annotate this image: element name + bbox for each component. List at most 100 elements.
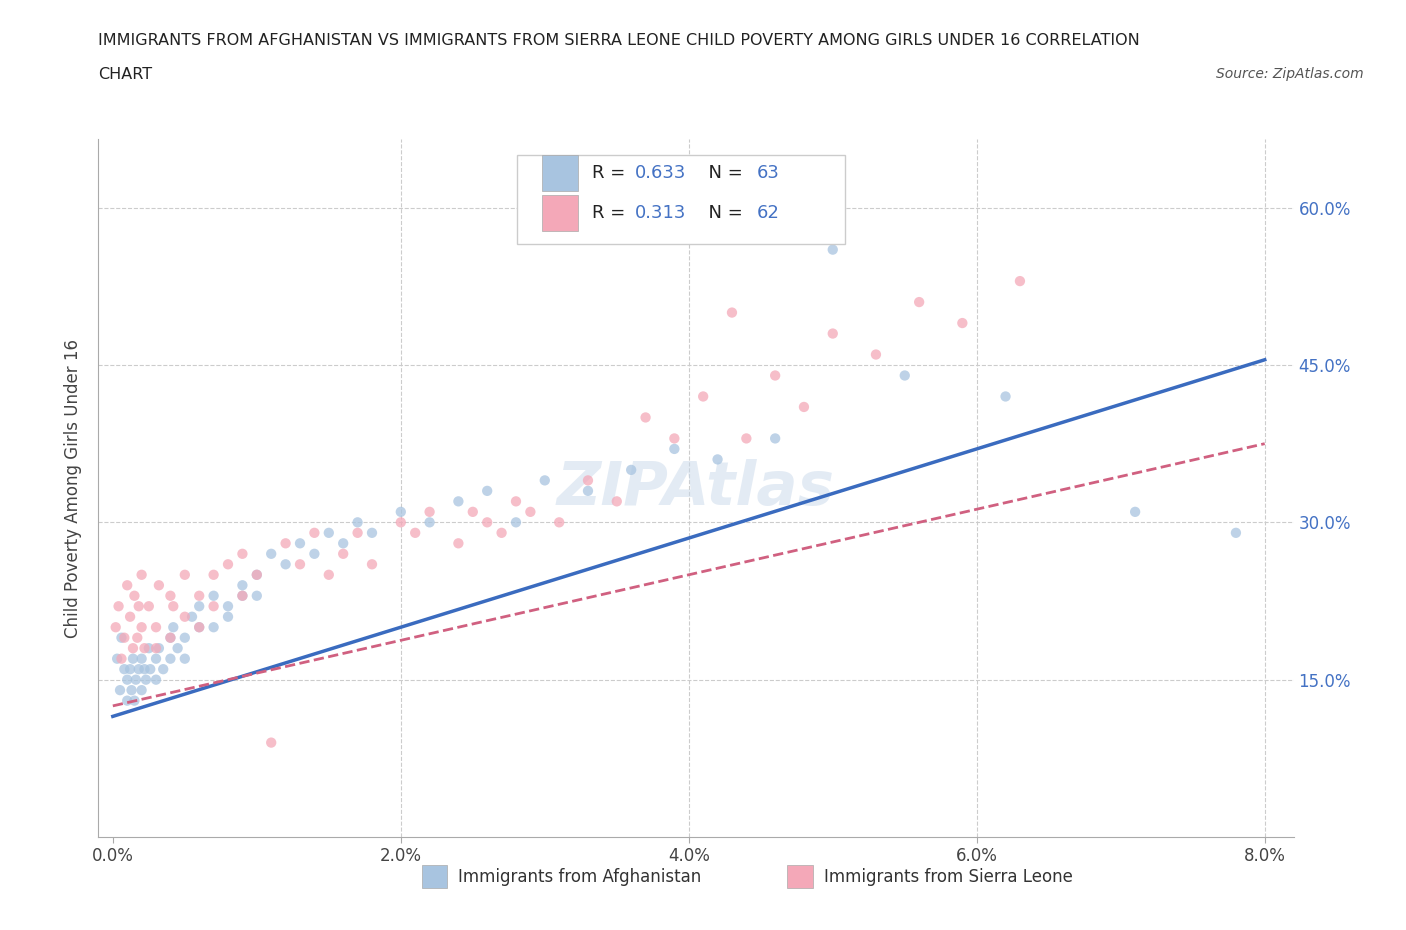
- Text: R =: R =: [592, 164, 631, 181]
- Text: N =: N =: [697, 164, 748, 181]
- Point: [664, 431, 686, 445]
- Point: [692, 389, 714, 404]
- Text: Source: ZipAtlas.com: Source: ZipAtlas.com: [1216, 67, 1364, 81]
- Point: [134, 641, 156, 656]
- Point: [159, 631, 181, 645]
- Point: [173, 651, 195, 666]
- Point: [821, 326, 844, 341]
- Point: [389, 515, 412, 530]
- Point: [505, 494, 527, 509]
- Point: [491, 525, 513, 540]
- Point: [477, 484, 499, 498]
- Point: [634, 410, 657, 425]
- Point: [606, 494, 628, 509]
- Point: [139, 662, 162, 677]
- Point: [122, 641, 145, 656]
- Point: [173, 567, 195, 582]
- Point: [138, 599, 160, 614]
- Point: [107, 599, 129, 614]
- Text: N =: N =: [697, 204, 748, 222]
- Point: [260, 735, 283, 750]
- Point: [763, 368, 786, 383]
- Point: [202, 589, 225, 604]
- Point: [318, 525, 340, 540]
- Y-axis label: Child Poverty Among Girls Under 16: Child Poverty Among Girls Under 16: [65, 339, 83, 638]
- Point: [419, 504, 441, 519]
- Point: [110, 631, 132, 645]
- Point: [159, 651, 181, 666]
- Text: 0.313: 0.313: [636, 204, 686, 222]
- Text: Immigrants from Sierra Leone: Immigrants from Sierra Leone: [824, 868, 1073, 885]
- Point: [188, 599, 211, 614]
- Point: [112, 662, 135, 677]
- Point: [217, 599, 239, 614]
- Point: [128, 599, 150, 614]
- Point: [246, 567, 269, 582]
- Point: [821, 242, 844, 257]
- Point: [231, 546, 253, 561]
- Text: 0.633: 0.633: [636, 164, 686, 181]
- Point: [202, 599, 225, 614]
- Point: [1123, 504, 1146, 519]
- Point: [389, 504, 412, 519]
- Point: [108, 683, 131, 698]
- Point: [304, 525, 326, 540]
- Point: [706, 452, 728, 467]
- Point: [548, 515, 571, 530]
- Point: [173, 609, 195, 624]
- Point: [288, 536, 311, 551]
- Point: [159, 631, 181, 645]
- Point: [246, 567, 269, 582]
- Point: [188, 589, 211, 604]
- Point: [162, 619, 184, 634]
- Point: [231, 589, 253, 604]
- Point: [131, 651, 153, 666]
- Point: [346, 515, 368, 530]
- Point: [865, 347, 887, 362]
- Point: [447, 494, 470, 509]
- Point: [217, 609, 239, 624]
- FancyBboxPatch shape: [517, 155, 845, 245]
- Point: [120, 609, 142, 624]
- Point: [112, 631, 135, 645]
- Point: [231, 578, 253, 592]
- Point: [188, 619, 211, 634]
- Point: [274, 557, 297, 572]
- Point: [664, 442, 686, 457]
- Point: [124, 693, 146, 708]
- Point: [159, 589, 181, 604]
- Point: [148, 578, 170, 592]
- Point: [1225, 525, 1247, 540]
- Point: [505, 515, 527, 530]
- Text: 62: 62: [756, 204, 780, 222]
- Point: [576, 484, 599, 498]
- Point: [576, 473, 599, 488]
- Point: [721, 305, 744, 320]
- Point: [893, 368, 915, 383]
- Point: [134, 662, 156, 677]
- Point: [122, 651, 145, 666]
- Point: [162, 599, 184, 614]
- Point: [793, 400, 815, 415]
- Point: [217, 557, 239, 572]
- Text: 63: 63: [756, 164, 780, 181]
- Point: [332, 536, 354, 551]
- Point: [274, 536, 297, 551]
- Text: Immigrants from Afghanistan: Immigrants from Afghanistan: [458, 868, 702, 885]
- Point: [246, 589, 269, 604]
- Point: [145, 619, 167, 634]
- Point: [332, 546, 354, 561]
- Point: [202, 619, 225, 634]
- Point: [152, 662, 174, 677]
- Point: [318, 567, 340, 582]
- Point: [115, 672, 138, 687]
- Point: [361, 557, 384, 572]
- Point: [346, 525, 368, 540]
- Point: [145, 651, 167, 666]
- Point: [148, 641, 170, 656]
- Point: [994, 389, 1017, 404]
- Point: [1008, 273, 1031, 288]
- Point: [533, 473, 555, 488]
- Text: ZIPAtlas: ZIPAtlas: [557, 458, 835, 518]
- Bar: [541, 154, 578, 191]
